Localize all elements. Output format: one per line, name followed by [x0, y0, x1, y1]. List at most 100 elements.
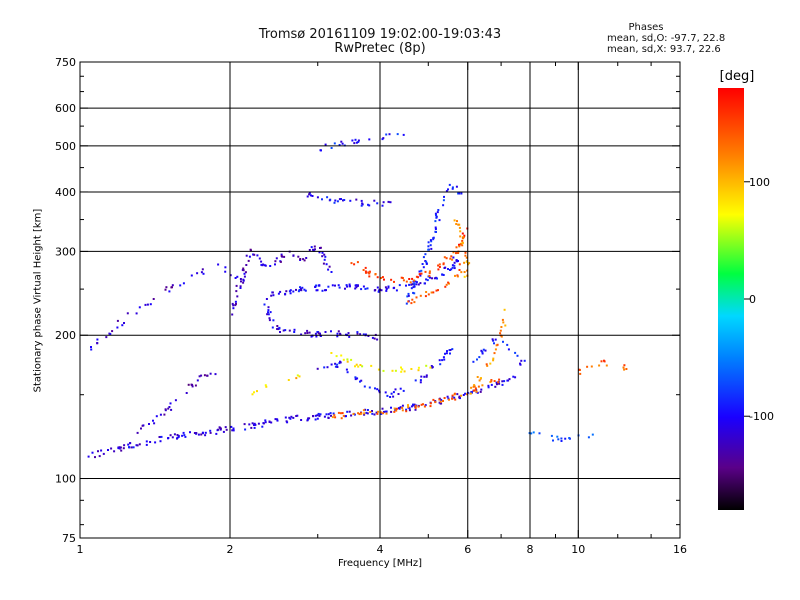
- scatter-point: [298, 375, 301, 378]
- x-tick-label: 16: [673, 543, 687, 556]
- scatter-point: [234, 277, 237, 279]
- scatter-point: [450, 255, 453, 258]
- scatter-point: [443, 256, 446, 259]
- scatter-point: [279, 290, 282, 293]
- scatter-point: [224, 266, 227, 269]
- scatter-point: [478, 356, 481, 359]
- scatter-point: [390, 392, 393, 395]
- scatter-point: [253, 423, 256, 426]
- scatter-point: [264, 384, 267, 387]
- scatter-point: [272, 294, 275, 297]
- colorbar-tick-label: 100: [749, 176, 770, 189]
- scatter-point: [171, 436, 174, 439]
- scatter-point: [366, 412, 369, 415]
- scatter-point: [302, 258, 305, 261]
- scatter-point: [385, 133, 388, 136]
- scatter-point: [355, 363, 358, 366]
- scatter-point: [326, 366, 329, 369]
- scatter-point: [461, 237, 464, 239]
- scatter-point: [475, 390, 478, 393]
- scatter-point: [380, 412, 383, 415]
- scatter-point: [579, 372, 582, 375]
- scatter-point: [138, 306, 141, 309]
- scatter-point: [459, 235, 462, 238]
- scatter-point: [412, 291, 415, 294]
- scatter-point: [455, 252, 457, 255]
- scatter-point: [464, 392, 467, 395]
- scatter-point: [438, 359, 441, 362]
- scatter-point: [514, 351, 517, 354]
- scatter-point: [324, 331, 327, 333]
- scatter-point: [279, 331, 281, 333]
- scatter-point: [414, 280, 417, 283]
- scatter-point: [98, 455, 101, 458]
- scatter-point: [322, 262, 325, 265]
- scatter-point: [122, 447, 125, 450]
- scatter-point: [240, 280, 242, 283]
- scatter-point: [532, 431, 535, 434]
- scatter-point: [438, 398, 441, 401]
- scatter-point: [307, 417, 310, 420]
- scatter-point: [382, 410, 385, 413]
- scatter-point: [512, 375, 515, 378]
- scatter-point: [257, 422, 260, 425]
- scatter-point: [310, 246, 313, 249]
- scatter-point: [487, 384, 490, 387]
- scatter-point: [279, 260, 282, 263]
- scatter-point: [415, 275, 418, 278]
- scatter-point: [336, 200, 339, 203]
- scatter-point: [381, 138, 384, 141]
- scatter-point: [380, 289, 383, 292]
- scatter-point: [325, 263, 328, 266]
- scatter-point: [397, 407, 400, 410]
- scatter-point: [382, 412, 385, 415]
- axis-ticks: 1 2 4 6 8 10 16 75 100 200 300 400 500 600 750: [55, 56, 687, 556]
- scatter-point: [264, 421, 267, 424]
- scatter-point: [401, 404, 404, 407]
- scatter-point: [398, 284, 401, 287]
- y-tick-label: 500: [55, 140, 76, 153]
- scatter-point: [364, 270, 367, 273]
- scatter-point: [321, 251, 324, 254]
- colorbar-unit: [deg]: [719, 69, 755, 84]
- scatter-point: [330, 414, 332, 417]
- scatter-point: [264, 419, 267, 422]
- scatter-point: [417, 283, 420, 286]
- scatter-point: [364, 287, 367, 290]
- scatter-point: [587, 436, 590, 439]
- scatter-point: [235, 302, 237, 305]
- scatter-point: [121, 324, 124, 327]
- scatter-point: [136, 444, 139, 447]
- scatter-point: [253, 391, 255, 394]
- scatter-point: [314, 414, 317, 417]
- scatter-point: [451, 266, 454, 269]
- scatter-point: [376, 276, 379, 279]
- scatter-point: [423, 282, 426, 285]
- scatter-point: [464, 251, 467, 254]
- scatter-point: [485, 363, 488, 366]
- scatter-point: [591, 433, 594, 436]
- scatter-point: [391, 369, 394, 372]
- scatter-point: [354, 287, 357, 290]
- scatter-point: [149, 303, 152, 306]
- y-axis-label: Stationary phase Virtual Height [km]: [32, 208, 44, 393]
- scatter-point: [285, 290, 288, 293]
- scatter-point: [327, 285, 330, 288]
- x-tick-label: 10: [571, 543, 585, 556]
- scatter-point: [297, 290, 300, 293]
- scatter-point: [177, 436, 180, 438]
- scatter-point: [420, 403, 423, 406]
- scatter-point: [323, 258, 326, 261]
- scatter-point: [102, 452, 105, 455]
- scatter-point: [413, 279, 416, 282]
- scatter-point: [261, 425, 264, 428]
- scatter-point: [371, 412, 374, 415]
- scatter-point: [492, 359, 495, 362]
- scatter-point: [245, 254, 248, 257]
- scatter-point: [366, 409, 369, 411]
- scatter-points: [87, 133, 628, 459]
- scatter-point: [190, 274, 193, 277]
- scatter-point: [340, 354, 343, 357]
- scatter-point: [276, 419, 279, 422]
- scatter-point: [381, 276, 384, 279]
